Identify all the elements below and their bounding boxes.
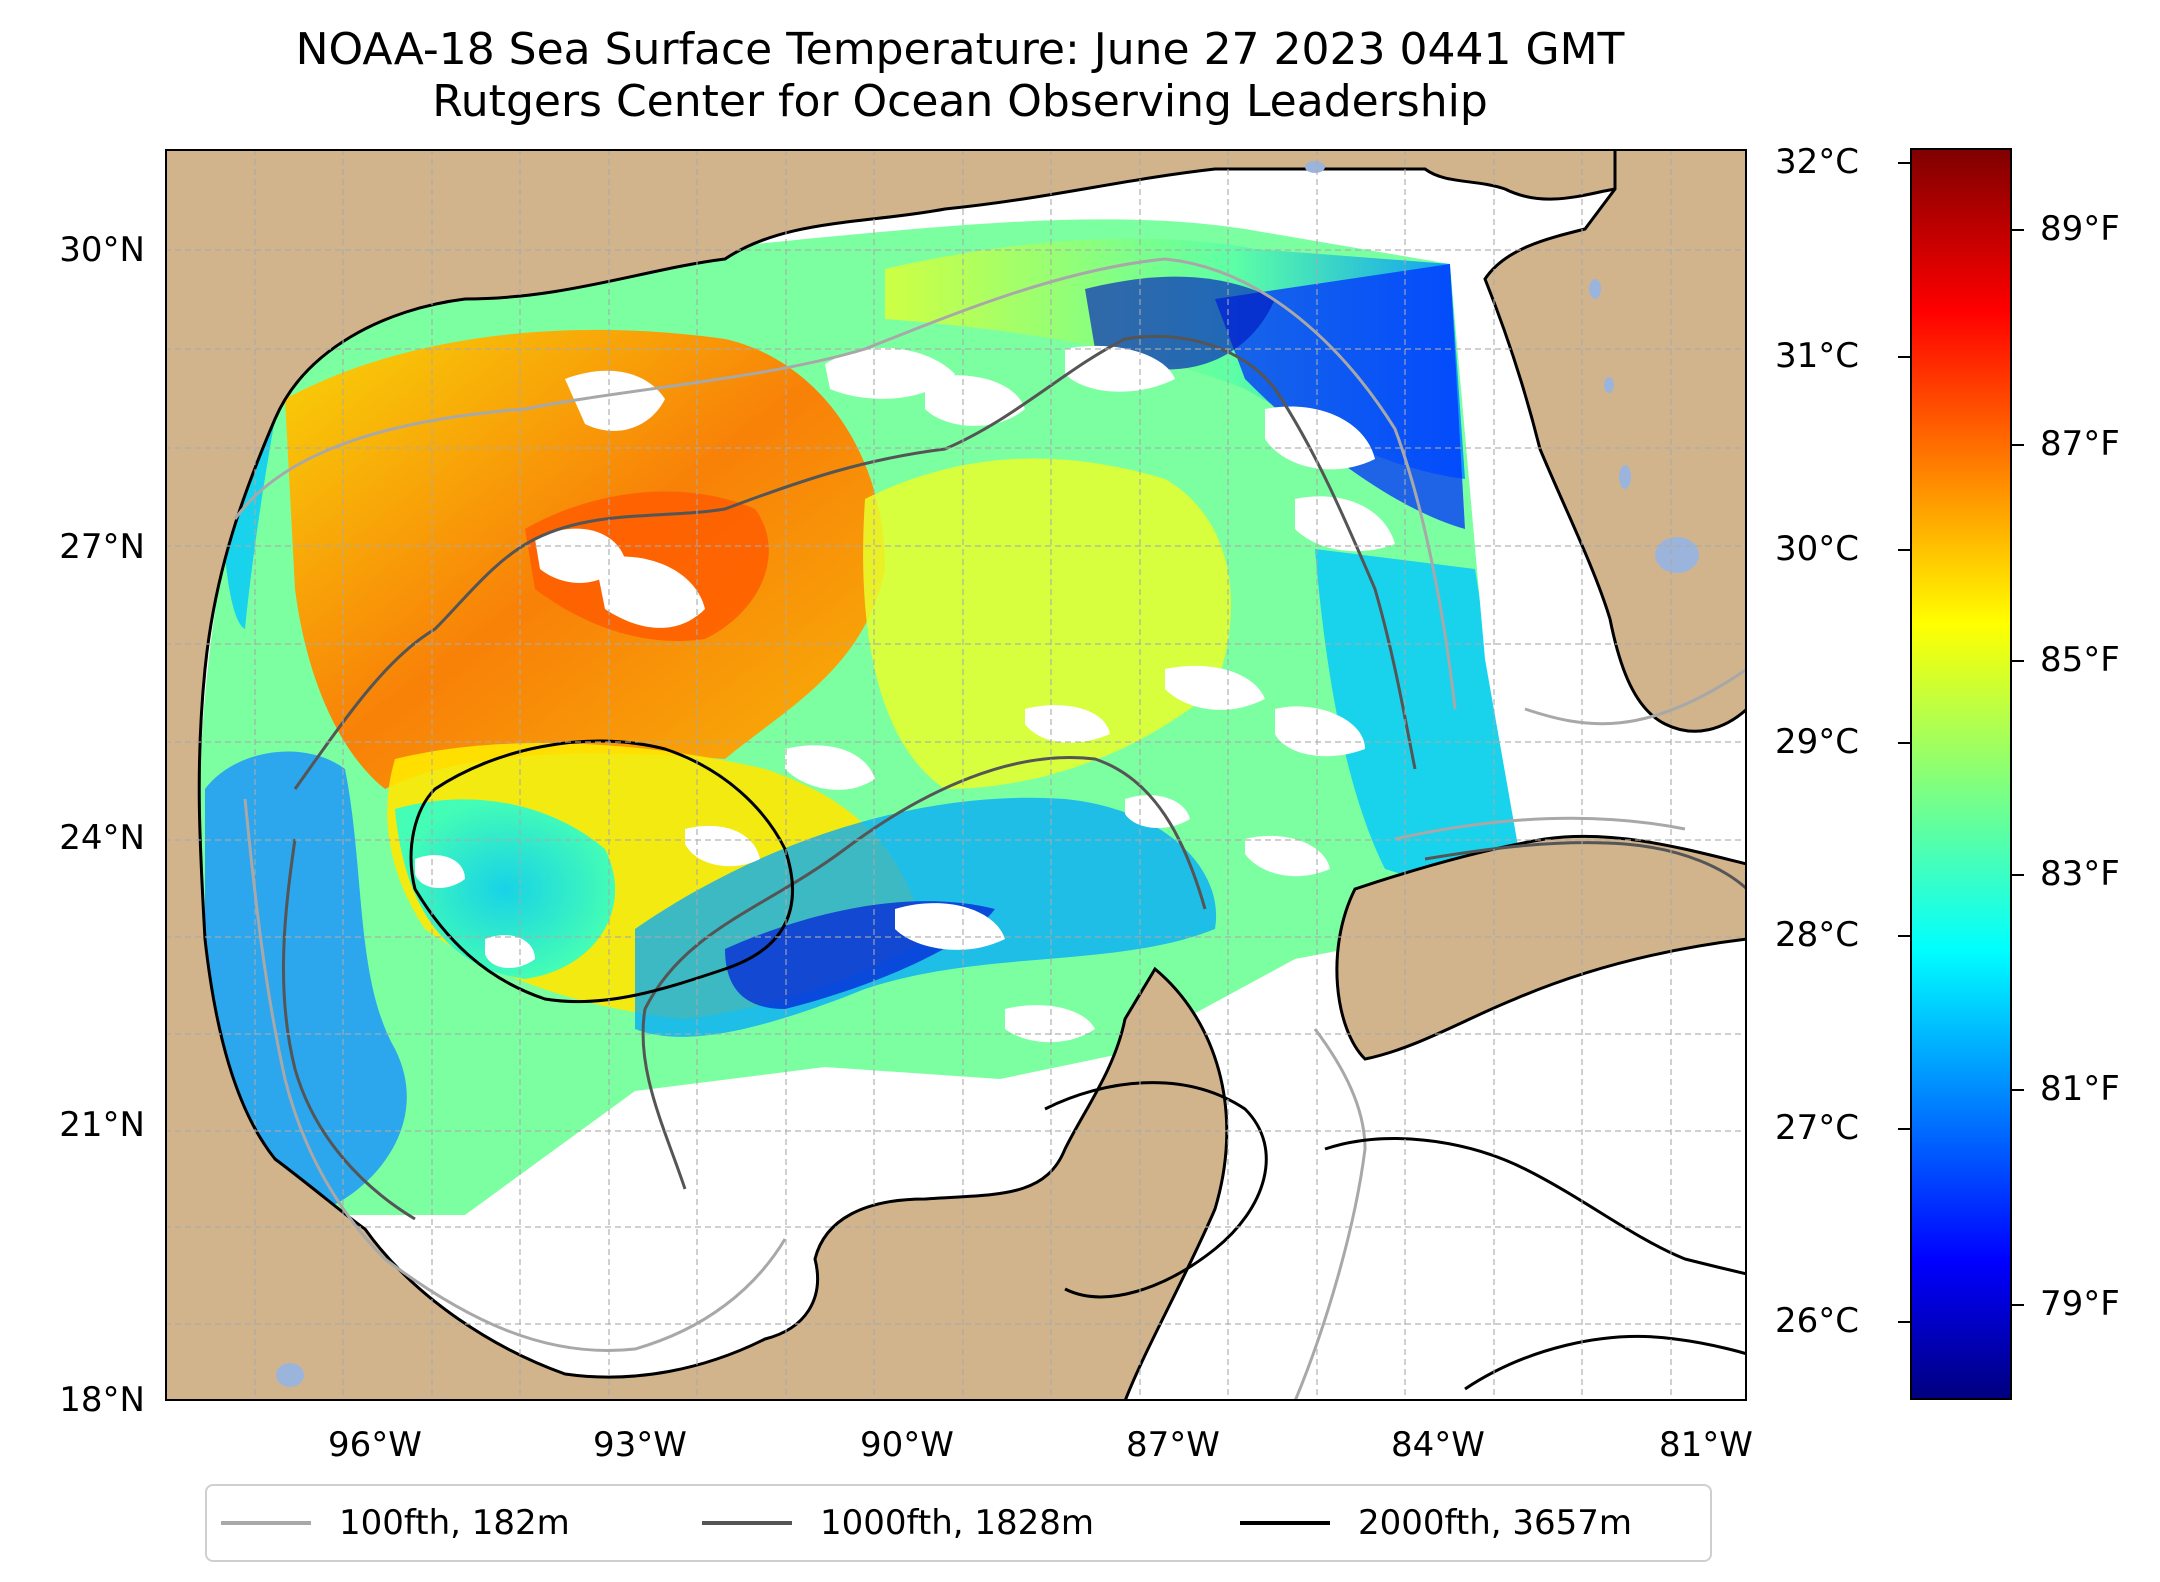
map-subtitle: Rutgers Center for Ocean Observing Leade… bbox=[432, 76, 1488, 127]
sst-map-graphic bbox=[163, 147, 1749, 1403]
colorbar-c-tick-28: 28°C bbox=[1775, 915, 1860, 955]
land-masses bbox=[163, 147, 1749, 1403]
colorbar-gradient bbox=[1910, 148, 2012, 1400]
no-data-swaths bbox=[295, 264, 1747, 1401]
celsius-tick-marks bbox=[1898, 162, 1910, 1323]
lat-tick-21n: 21°N bbox=[59, 1105, 145, 1145]
colorbar-f-tick-89: 89°F bbox=[2040, 209, 2120, 249]
lon-tick-90w: 90°W bbox=[860, 1425, 954, 1465]
sst-map bbox=[163, 147, 1749, 1403]
lon-tick-81w: 81°W bbox=[1659, 1425, 1753, 1465]
map-title: NOAA-18 Sea Surface Temperature: June 27… bbox=[295, 24, 1625, 75]
lon-tick-87w: 87°W bbox=[1126, 1425, 1220, 1465]
colorbar-c-tick-30: 30°C bbox=[1775, 529, 1860, 569]
lat-tick-27n: 27°N bbox=[59, 527, 145, 567]
lat-tick-30n: 30°N bbox=[59, 230, 145, 270]
legend-item-1000fth: 1000fth, 1828m bbox=[702, 1486, 1094, 1560]
lon-tick-93w: 93°W bbox=[593, 1425, 687, 1465]
lat-tick-24n: 24°N bbox=[59, 818, 145, 858]
lon-tick-84w: 84°W bbox=[1391, 1425, 1485, 1465]
isobath-legend: 100fth, 182m 1000fth, 1828m 2000fth, 365… bbox=[205, 1484, 1712, 1562]
colorbar bbox=[1900, 148, 2012, 1400]
lon-tick-96w: 96°W bbox=[328, 1425, 422, 1465]
colorbar-f-tick-85: 85°F bbox=[2040, 640, 2120, 680]
cloud-patches bbox=[415, 345, 1395, 1043]
isobath-100 bbox=[233, 257, 1748, 1402]
legend-label-2000fth: 2000fth, 3657m bbox=[1358, 1503, 1633, 1543]
colorbar-f-tick-87: 87°F bbox=[2040, 424, 2120, 464]
legend-swatch-2000fth bbox=[1240, 1521, 1330, 1525]
colorbar-f-tick-79: 79°F bbox=[2040, 1284, 2120, 1324]
colorbar-f-tick-83: 83°F bbox=[2040, 854, 2120, 894]
legend-swatch-100fth bbox=[221, 1521, 311, 1525]
legend-label-100fth: 100fth, 182m bbox=[339, 1503, 570, 1543]
fahrenheit-tick-marks bbox=[2012, 229, 2024, 1306]
legend-label-1000fth: 1000fth, 1828m bbox=[820, 1503, 1095, 1543]
legend-item-2000fth: 2000fth, 3657m bbox=[1240, 1486, 1632, 1560]
map-frame bbox=[165, 149, 1747, 1401]
lakes bbox=[276, 161, 1699, 1387]
colorbar-c-tick-32: 32°C bbox=[1775, 142, 1860, 182]
colorbar-graphic bbox=[1900, 148, 2012, 1400]
isobath-1000 bbox=[281, 335, 1749, 1221]
colorbar-c-tick-26: 26°C bbox=[1775, 1301, 1860, 1341]
colorbar-c-tick-29: 29°C bbox=[1775, 722, 1860, 762]
legend-item-100fth: 100fth, 182m bbox=[221, 1486, 570, 1560]
lat-tick-18n: 18°N bbox=[59, 1380, 145, 1420]
colorbar-c-tick-31: 31°C bbox=[1775, 336, 1860, 376]
colorbar-c-tick-27: 27°C bbox=[1775, 1108, 1860, 1148]
colorbar-f-tick-81: 81°F bbox=[2040, 1069, 2120, 1109]
legend-swatch-1000fth bbox=[702, 1521, 792, 1525]
